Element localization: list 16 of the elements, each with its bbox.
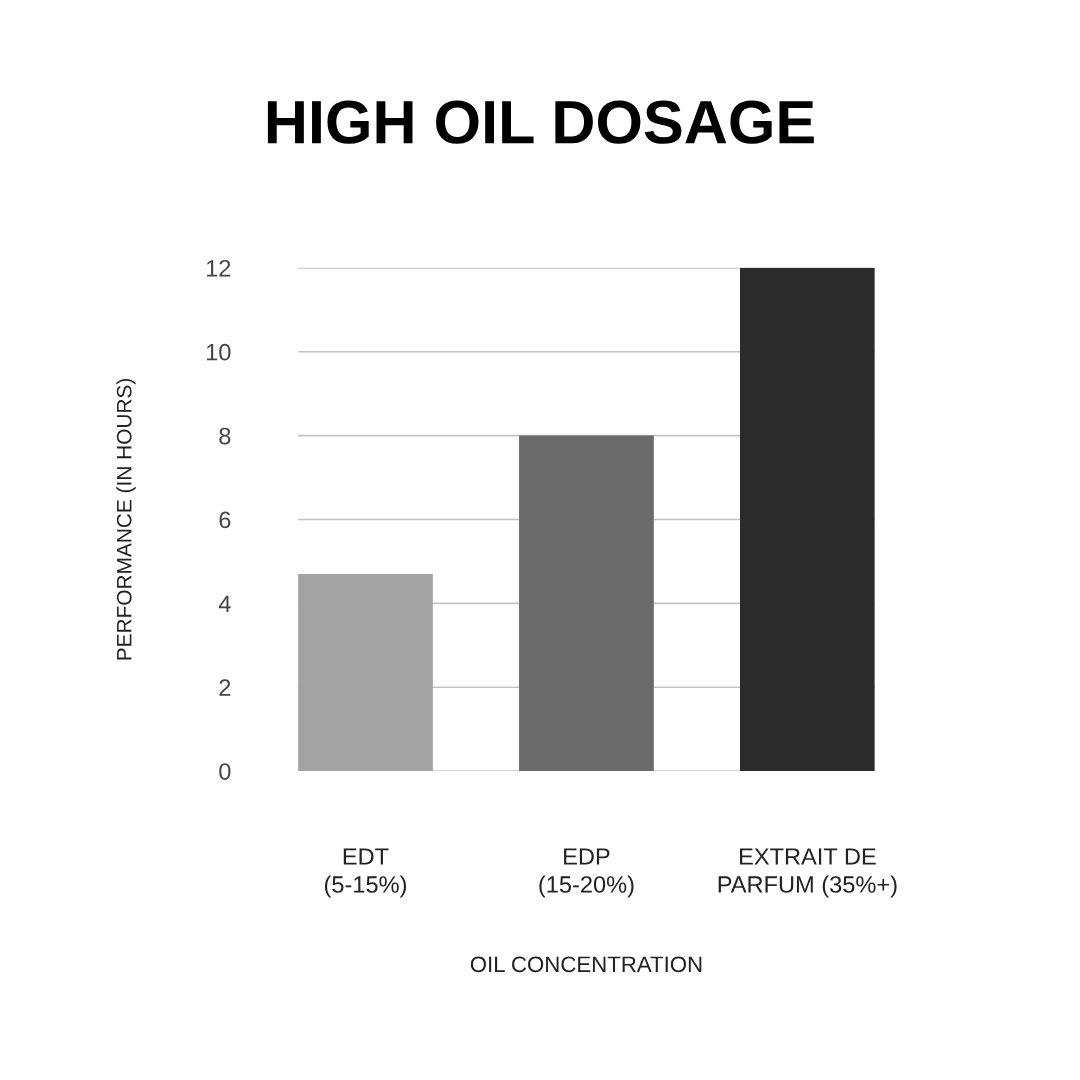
bar bbox=[298, 574, 433, 772]
x-axis-title: OIL CONCENTRATION bbox=[470, 956, 702, 973]
x-tick-label: EDP (15-20%) bbox=[539, 848, 634, 898]
y-tick-label: 0 bbox=[219, 763, 231, 780]
y-tick-label: 4 bbox=[218, 595, 231, 612]
chart-title: HIGH OIL DOSAGE bbox=[267, 100, 814, 144]
x-tick-label: EDT (5-15%) bbox=[324, 848, 406, 898]
y-axis-title: PERFORMANCE (IN HOURS) bbox=[116, 378, 136, 660]
y-tick-label: 8 bbox=[219, 427, 231, 445]
bar bbox=[519, 435, 654, 772]
x-tick-label: EXTRAIT DE PARFUM (35%+) bbox=[718, 848, 897, 898]
y-tick-label: 6 bbox=[219, 511, 231, 529]
y-tick-label: 12 bbox=[206, 259, 231, 277]
bar bbox=[740, 267, 875, 772]
y-tick-label: 10 bbox=[206, 343, 231, 361]
y-tick-label: 2 bbox=[219, 679, 231, 696]
